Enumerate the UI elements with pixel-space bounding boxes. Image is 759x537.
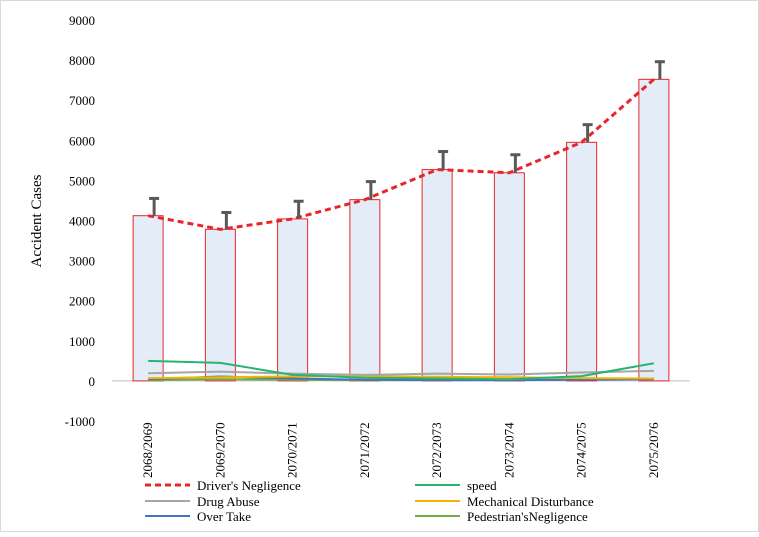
bar bbox=[638, 78, 670, 382]
y-tick-label: 9000 bbox=[69, 13, 95, 28]
y-tick-label: 0 bbox=[89, 374, 96, 389]
bar bbox=[349, 199, 381, 382]
y-tick-label: 2000 bbox=[69, 294, 95, 309]
line-layer bbox=[147, 78, 655, 382]
y-tick-label: 1000 bbox=[69, 334, 95, 349]
x-tick-label: 2074/2075 bbox=[574, 422, 589, 478]
bar bbox=[277, 218, 309, 382]
y-tick-label: 6000 bbox=[69, 133, 95, 148]
series-line bbox=[148, 375, 654, 380]
legend-label: Over Take bbox=[197, 509, 251, 524]
y-tick-label: 3000 bbox=[69, 254, 95, 269]
error-layer bbox=[149, 60, 665, 230]
legend-label: Drug Abuse bbox=[197, 494, 260, 509]
bar bbox=[421, 169, 453, 382]
bar bbox=[132, 215, 164, 382]
series-line bbox=[148, 359, 655, 381]
x-tick-label: 2072/2073 bbox=[429, 422, 444, 478]
y-tick-label: -1000 bbox=[65, 414, 95, 429]
y-axis-label: Accident Cases bbox=[29, 174, 45, 267]
x-tick-label: 2073/2074 bbox=[501, 422, 516, 478]
series-line bbox=[148, 369, 654, 376]
y-tick-label: 5000 bbox=[69, 173, 95, 188]
x-tick-label: 2069/2070 bbox=[212, 422, 227, 478]
x-tick-label: 2071/2072 bbox=[357, 422, 372, 478]
legend-label: Pedestrian'sNegligence bbox=[467, 509, 588, 524]
bar bbox=[493, 172, 525, 382]
bar bbox=[204, 228, 236, 382]
y-tick-label: 7000 bbox=[69, 93, 95, 108]
series-line bbox=[147, 78, 655, 231]
x-tick-label: 2070/2071 bbox=[285, 422, 300, 478]
legend-label: Mechanical Disturbance bbox=[467, 494, 594, 509]
bar-layer bbox=[132, 78, 670, 382]
legend-label: speed bbox=[467, 478, 497, 493]
x-tick-label: 2068/2069 bbox=[140, 422, 155, 478]
legend-label: Driver's Negligence bbox=[197, 478, 301, 493]
bar bbox=[566, 141, 598, 382]
y-tick-label: 8000 bbox=[69, 53, 95, 68]
x-tick-label: 2075/2076 bbox=[646, 422, 661, 478]
y-tick-label: 4000 bbox=[69, 214, 95, 229]
legend: Driver's Negligence speed Drug Abuse Mechan… bbox=[145, 478, 594, 524]
